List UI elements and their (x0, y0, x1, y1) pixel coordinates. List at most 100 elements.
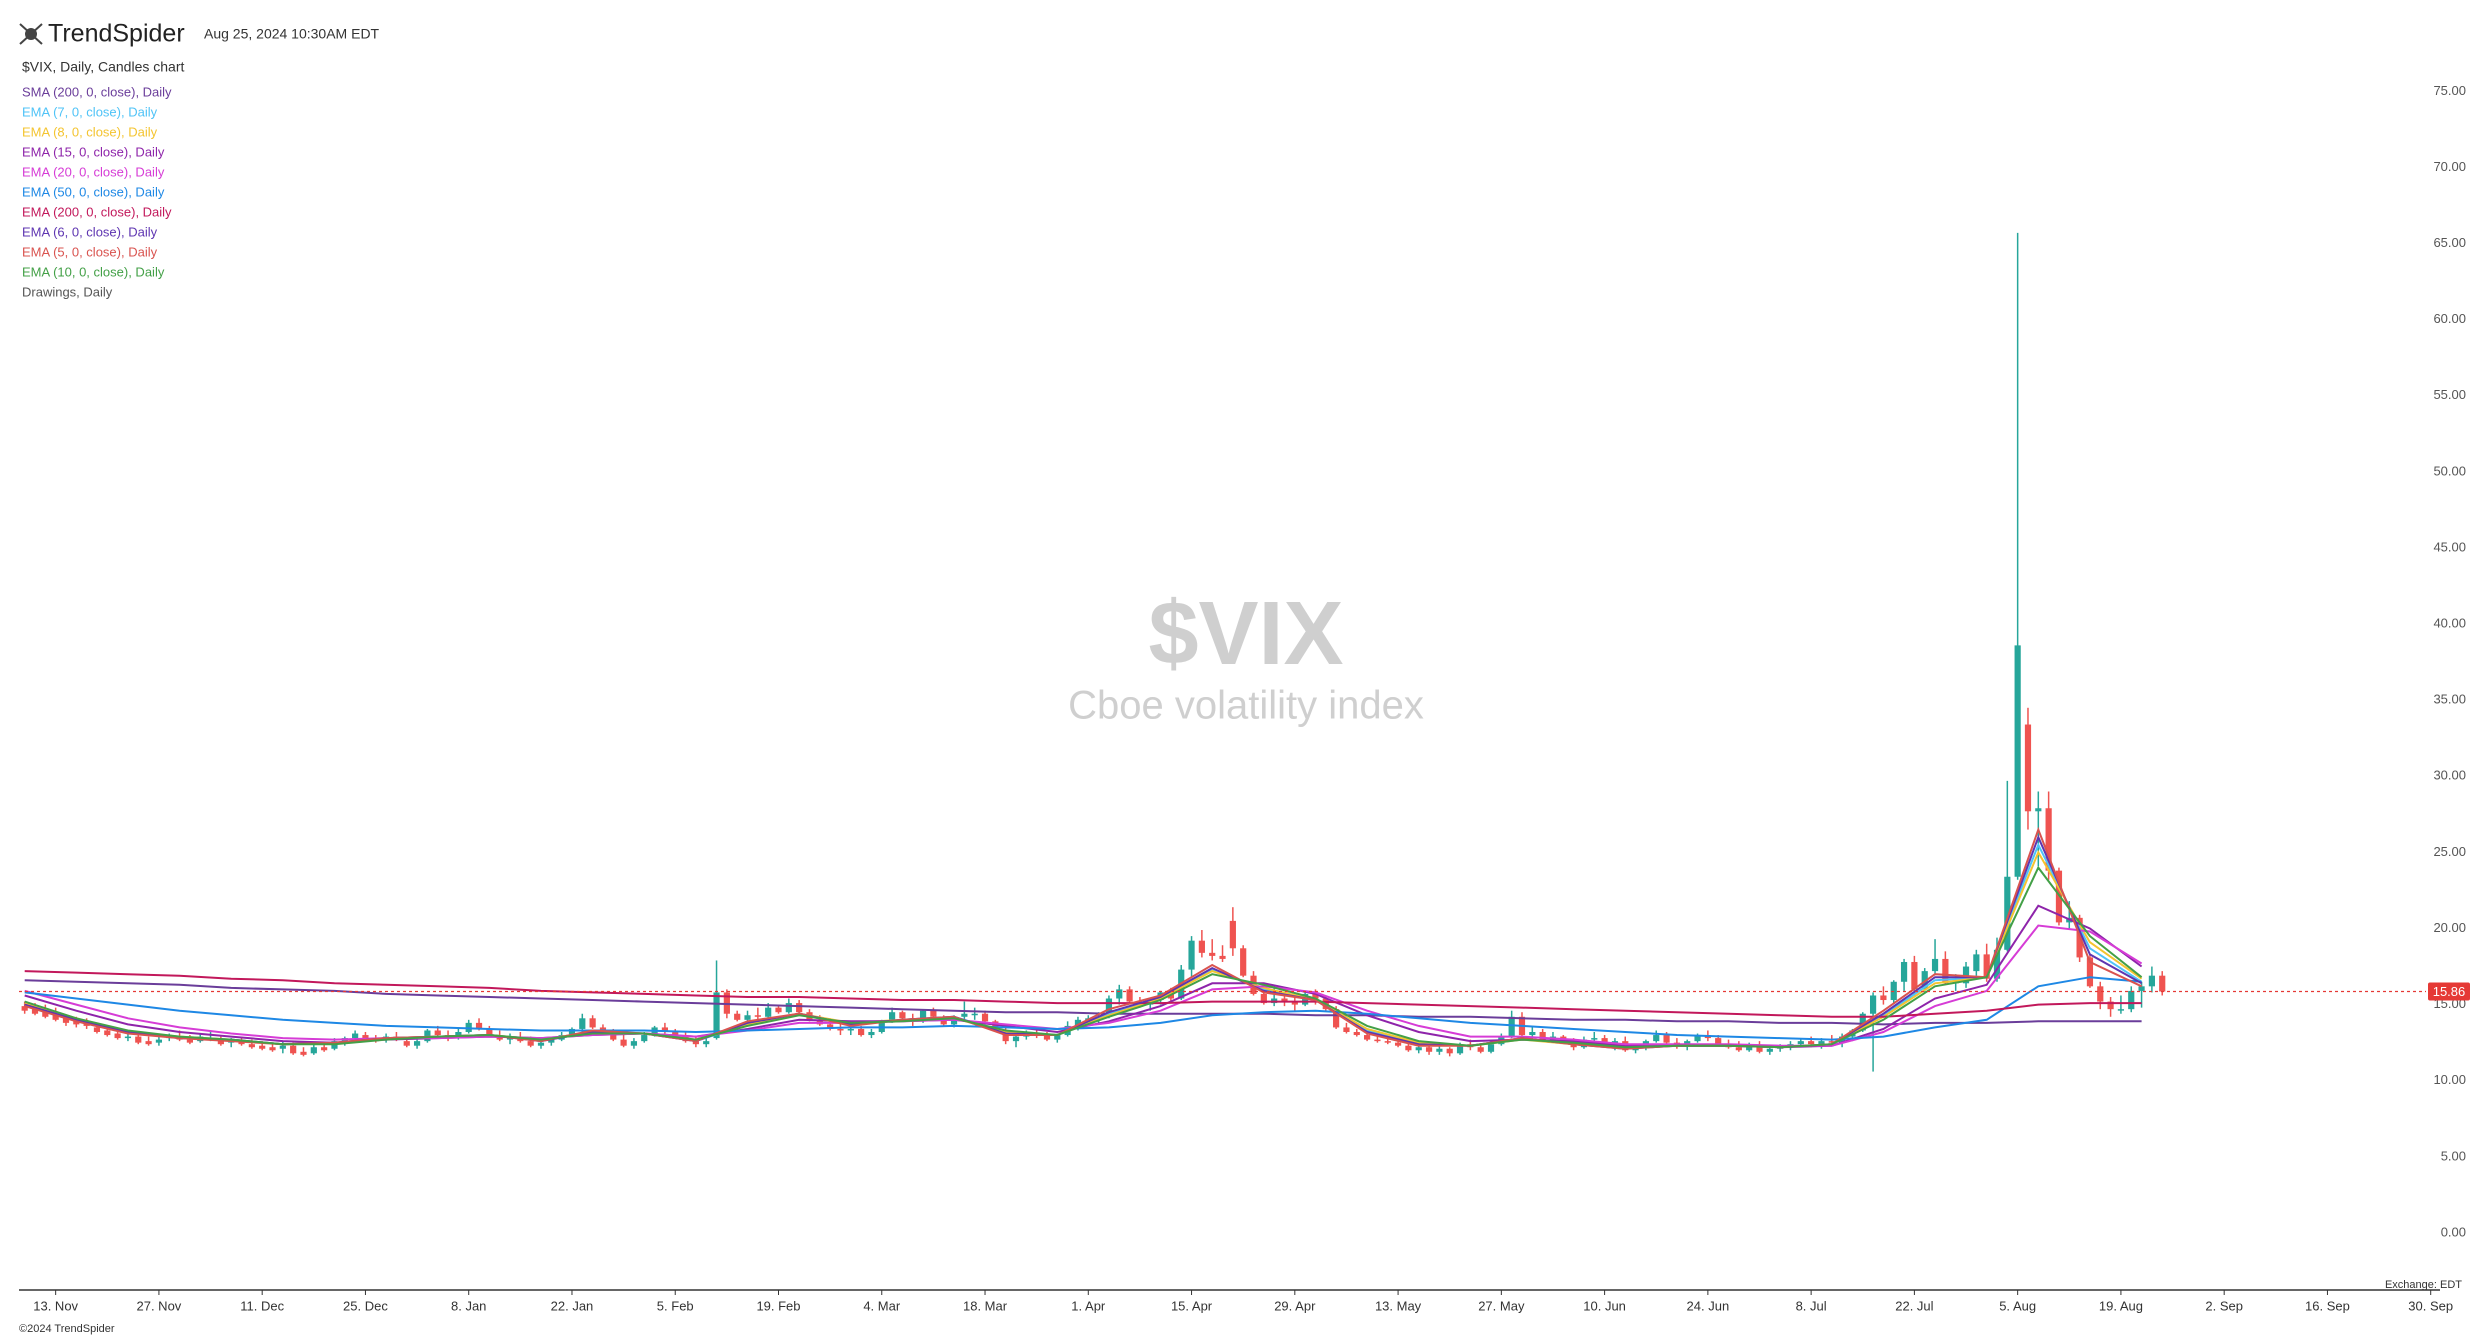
candle-body (1911, 961, 1918, 990)
timestamp: Aug 25, 2024 10:30AM EDT (204, 26, 380, 42)
x-tick-label: 25. Dec (343, 1298, 388, 1313)
candle-body (2128, 990, 2135, 1010)
candle-body (1012, 1036, 1020, 1042)
x-tick-label: 2. Sep (2205, 1298, 2243, 1313)
x-tick-label: 24. Jun (1687, 1298, 1730, 1313)
x-tick-label: 15. Apr (1171, 1298, 1213, 1313)
candle-body (754, 1015, 761, 1017)
y-tick-label: 45.00 (2433, 539, 2466, 554)
candle-body (2086, 957, 2094, 987)
y-tick-label: 20.00 (2433, 920, 2466, 935)
candle-body (1425, 1047, 1433, 1052)
candle-body (734, 1013, 741, 1020)
candle-body (1797, 1041, 1804, 1045)
candle-body (1766, 1048, 1773, 1052)
candle-body (1818, 1041, 1825, 1045)
candle-body (1694, 1035, 1701, 1042)
candle-body (661, 1027, 669, 1032)
legend-entry: Drawings, Daily (22, 284, 113, 299)
candle-body (1487, 1044, 1495, 1052)
x-tick-label: 5. Feb (657, 1298, 694, 1313)
candle-body (362, 1035, 369, 1039)
candle-body (2148, 975, 2155, 987)
candle-body (981, 1013, 989, 1022)
legend-entry: EMA (7, 0, close), Daily (22, 104, 158, 119)
candle-body (31, 1009, 39, 1014)
x-tick-label: 4. Mar (863, 1298, 901, 1313)
candle-body (744, 1015, 751, 1020)
candle-body (93, 1027, 101, 1032)
candle-body (1735, 1047, 1742, 1051)
candle-body (52, 1015, 59, 1020)
y-tick-label: 0.00 (2441, 1224, 2466, 1239)
candle-body (413, 1041, 421, 1046)
candle-body (930, 1010, 937, 1017)
candle-body (124, 1036, 132, 1039)
candle-body (1756, 1045, 1763, 1052)
candle-body (1209, 952, 1216, 956)
candle-body (248, 1044, 255, 1048)
legend-entry: EMA (6, 0, close), Daily (22, 224, 158, 239)
candle-body (919, 1010, 927, 1022)
candle-body (155, 1039, 163, 1043)
candle-body (434, 1030, 441, 1036)
candle-body (1384, 1041, 1391, 1043)
candle-body (1116, 989, 1123, 999)
x-tick-label: 11. Dec (240, 1298, 284, 1313)
y-tick-label: 65.00 (2433, 235, 2466, 250)
candle-body (2045, 808, 2052, 871)
candle-body (620, 1039, 627, 1046)
indicator-line (24, 865, 2143, 1049)
candle-body (537, 1042, 545, 1046)
x-tick-label: 29. Apr (1274, 1298, 1316, 1313)
candle-body (1312, 993, 1319, 999)
candle-body (1281, 998, 1288, 1002)
candle-body (1880, 995, 1887, 1001)
candle-body (672, 1032, 679, 1037)
candle-body (2138, 986, 2145, 991)
candle-body (796, 1003, 803, 1013)
candle-body (992, 1021, 999, 1031)
candle-body (1962, 966, 1970, 984)
candle-body (321, 1047, 328, 1051)
candle-body (1260, 993, 1267, 1004)
x-tick-label: 19. Feb (756, 1298, 800, 1313)
x-tick-label: 16. Sep (2305, 1298, 2350, 1313)
candle-body (424, 1030, 431, 1042)
candle-body (775, 1007, 782, 1013)
candle-body (527, 1041, 534, 1046)
candle-body (1188, 940, 1195, 970)
candle-body (1198, 940, 1205, 953)
legend-entry: EMA (10, 0, close), Daily (22, 264, 165, 279)
candle-body (692, 1041, 699, 1045)
candle-body (1529, 1032, 1536, 1036)
indicator-line (24, 850, 2143, 1049)
candle-body (1333, 1009, 1340, 1028)
candle-body (703, 1041, 710, 1045)
legend-entry: EMA (50, 0, close), Daily (22, 184, 165, 199)
y-tick-label: 40.00 (2433, 616, 2466, 631)
candle-body (1043, 1035, 1051, 1040)
legend-entry: EMA (5, 0, close), Daily (22, 244, 158, 259)
y-tick-label: 25.00 (2433, 844, 2466, 859)
indicator-line (24, 979, 2142, 1026)
candle-body (765, 1007, 772, 1017)
candle-body (568, 1028, 576, 1036)
candle-body (300, 1051, 307, 1055)
candle-body (2024, 724, 2032, 812)
x-tick-label: 13. Nov (33, 1298, 78, 1313)
candle-body (1364, 1035, 1371, 1040)
candle-body (186, 1039, 193, 1043)
legend-entry: EMA (20, 0, close), Daily (22, 164, 165, 179)
legend-entry: EMA (8, 0, close), Daily (22, 124, 158, 139)
indicator-line (24, 976, 2142, 1041)
y-tick-label: 50.00 (2433, 463, 2466, 478)
x-tick-label: 1. Apr (1071, 1298, 1106, 1313)
candle-body (1456, 1044, 1464, 1054)
candle-body (1921, 971, 1928, 990)
legend-entry: EMA (200, 0, close), Daily (22, 204, 172, 219)
logo-text: TrendSpider (48, 20, 185, 48)
candle-body (135, 1036, 142, 1043)
candle-body (1973, 954, 1980, 972)
y-tick-label: 70.00 (2433, 159, 2466, 174)
